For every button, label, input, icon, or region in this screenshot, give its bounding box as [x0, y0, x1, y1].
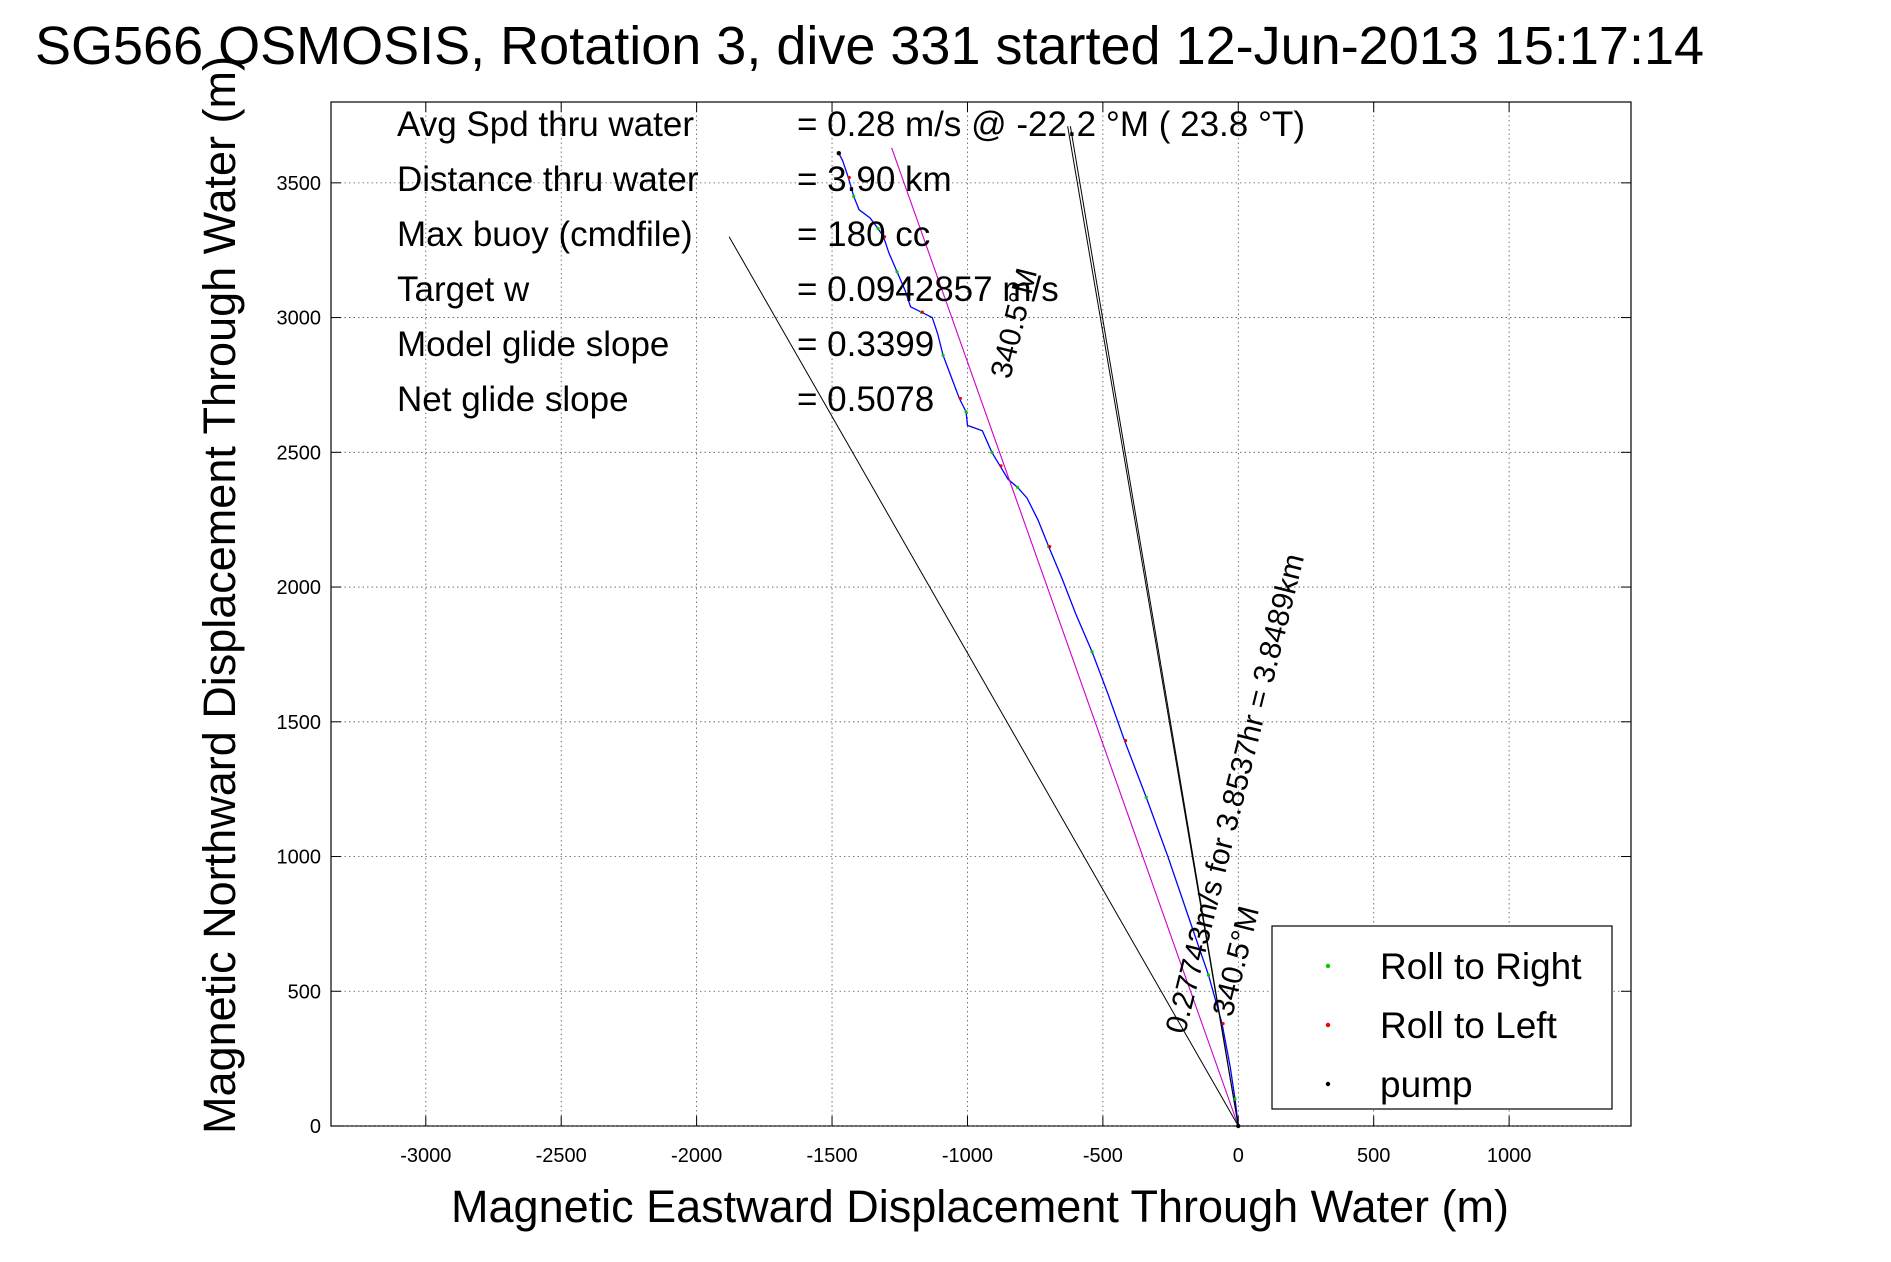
- y-axis-ticks: 0 500 1000 1500 2000 2500 3000 3500: [277, 173, 1631, 1138]
- y-tick-label: 500: [288, 981, 321, 1003]
- info-block: Avg Spd thru water = 0.28 m/s @ -22.2 °M …: [397, 105, 1305, 419]
- x-tick-label: 500: [1357, 1145, 1390, 1167]
- roll-right-marker: [852, 194, 856, 198]
- info-label: Avg Spd thru water: [397, 105, 694, 144]
- info-label: Model glide slope: [397, 325, 669, 364]
- info-value: = 0.5078: [797, 380, 934, 419]
- series-group: [728, 126, 1239, 1127]
- y-tick-label: 3500: [277, 173, 322, 195]
- roll-right-marker: [941, 353, 945, 357]
- x-tick-label: -3000: [400, 1145, 451, 1167]
- y-axis-label: Magnetic Northward Displacement Through …: [194, 56, 245, 1134]
- x-tick-label: -2000: [671, 1145, 722, 1167]
- glide-wedge-line: [1069, 126, 1239, 1127]
- pump-marker: [836, 151, 842, 156]
- roll-right-marker: [1206, 973, 1211, 977]
- info-value: = 0.28 m/s @ -22.2 °M ( 23.8 °T): [797, 105, 1305, 144]
- roll-markers: [836, 151, 1241, 1129]
- track-line: [838, 152, 1239, 1127]
- roll-left-marker: [1048, 545, 1052, 549]
- info-label: Distance thru water: [397, 160, 699, 199]
- x-tick-label: -2500: [536, 1145, 587, 1167]
- legend-box: [1271, 925, 1613, 1110]
- x-tick-label: -1000: [942, 1145, 993, 1167]
- x-tick-label: 1000: [1487, 1145, 1532, 1167]
- roll-right-marker: [876, 227, 880, 231]
- info-value: = 0.3399: [797, 325, 934, 364]
- grid: [331, 102, 1631, 1127]
- legend: Roll to Right Roll to Left pump: [1271, 925, 1613, 1110]
- y-tick-label: 3000: [277, 308, 322, 330]
- legend-label: pump: [1380, 1064, 1473, 1105]
- x-tick-label: -1500: [806, 1145, 857, 1167]
- y-tick-label: 1500: [277, 712, 322, 734]
- roll-left-marker: [847, 175, 851, 180]
- roll-left-marker: [999, 464, 1003, 468]
- y-tick-label: 0: [310, 1116, 321, 1138]
- roll-right-marker: [1090, 650, 1094, 654]
- roll-left-marker: [1123, 739, 1128, 743]
- roll-right-marker: [1233, 1097, 1237, 1101]
- chart-title: SG566 OSMOSIS, Rotation 3, dive 331 star…: [35, 16, 1704, 76]
- legend-marker: [1325, 1022, 1331, 1028]
- glide-wedge-line: [728, 236, 1239, 1127]
- roll-right-marker: [1144, 795, 1148, 799]
- roll-left-marker: [882, 235, 887, 239]
- legend-label: Roll to Left: [1380, 1005, 1558, 1046]
- legend-marker: [1325, 1081, 1331, 1087]
- info-value: = 180 cc: [797, 215, 930, 254]
- roll-left-marker: [920, 310, 925, 314]
- roll-right-marker: [895, 270, 899, 274]
- roll-left-marker: [958, 396, 962, 401]
- roll-left-marker: [1221, 1022, 1225, 1026]
- x-axis-ticks: -3000 -2500 -2000 -1500 -1000 -500 0 500 1000: [400, 102, 1531, 1167]
- pump-marker: [1236, 1123, 1241, 1129]
- info-value: = 3.90 km: [797, 160, 952, 199]
- roll-right-marker: [1015, 485, 1020, 489]
- legend-marker: [1325, 963, 1331, 969]
- roll-right-marker: [964, 410, 968, 414]
- x-tick-label: 0: [1233, 1145, 1244, 1167]
- info-value: = 0.0942857 m/s: [797, 270, 1059, 309]
- info-label: Net glide slope: [397, 380, 629, 419]
- legend-label: Roll to Right: [1380, 946, 1582, 987]
- x-tick-label: -500: [1083, 1145, 1123, 1167]
- y-tick-label: 2500: [277, 442, 322, 464]
- y-tick-label: 1000: [277, 847, 322, 869]
- info-label: Target w: [397, 270, 530, 309]
- net-track-line: [891, 147, 1239, 1127]
- x-axis-label: Magnetic Eastward Displacement Through W…: [451, 1181, 1509, 1232]
- roll-right-marker: [990, 450, 994, 454]
- y-tick-label: 2000: [277, 577, 322, 599]
- info-label: Max buoy (cmdfile): [397, 215, 693, 254]
